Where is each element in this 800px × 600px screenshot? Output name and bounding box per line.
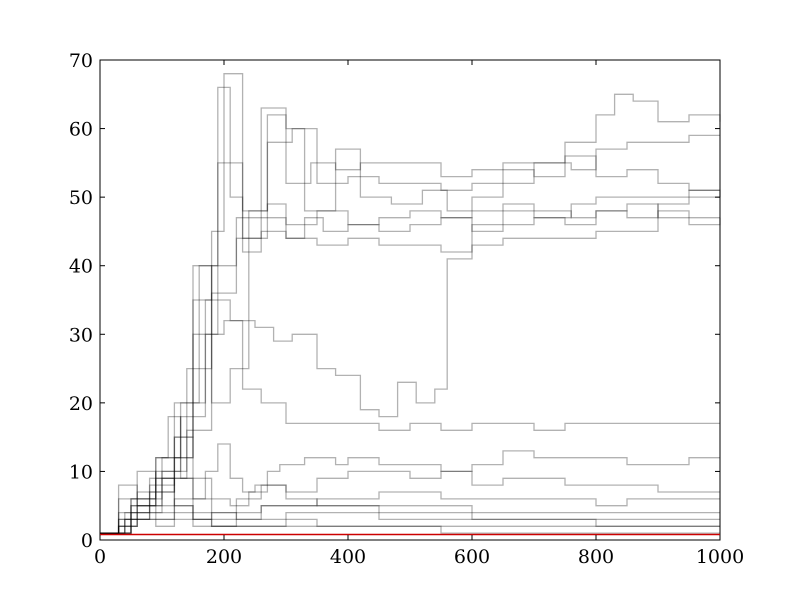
series-line-12 <box>100 498 720 534</box>
y-tick-label: 0 <box>81 530 93 552</box>
x-tick-label: 800 <box>578 546 614 568</box>
series-line-7 <box>100 319 720 534</box>
series-line-5 <box>100 189 721 534</box>
series-line-8 <box>100 203 721 534</box>
x-tick-label: 0 <box>94 546 106 568</box>
series-line-11 <box>100 477 720 534</box>
series-line-16 <box>100 518 720 534</box>
series-line-14 <box>100 511 720 534</box>
series-line-2 <box>100 73 720 534</box>
series-line-6 <box>100 196 720 534</box>
y-tick-label: 10 <box>69 461 93 483</box>
x-tick-label: 200 <box>206 546 242 568</box>
series-line-10 <box>100 436 720 534</box>
tick-layer: 0 200 400 600 800 1000 0 10 20 30 40 50 60 70 <box>69 50 744 568</box>
y-tick-label: 20 <box>69 393 93 415</box>
y-tick-label: 50 <box>69 187 93 209</box>
y-tick-label: 70 <box>69 50 93 72</box>
series-line-4 <box>100 127 720 534</box>
series-line-3 <box>100 93 721 534</box>
y-tick-label: 60 <box>69 119 93 141</box>
series-line-1 <box>100 86 720 534</box>
x-tick-label: 600 <box>454 546 490 568</box>
x-tick-label: 400 <box>330 546 366 568</box>
series-line-13 <box>100 505 720 534</box>
x-tick-label: 1000 <box>696 546 744 568</box>
series-layer <box>100 73 721 536</box>
y-tick-label: 40 <box>69 256 93 278</box>
series-line-15 <box>100 477 720 534</box>
plot-frame <box>99 59 721 541</box>
y-tick-label: 30 <box>69 324 93 346</box>
series-line-9 <box>100 415 720 534</box>
